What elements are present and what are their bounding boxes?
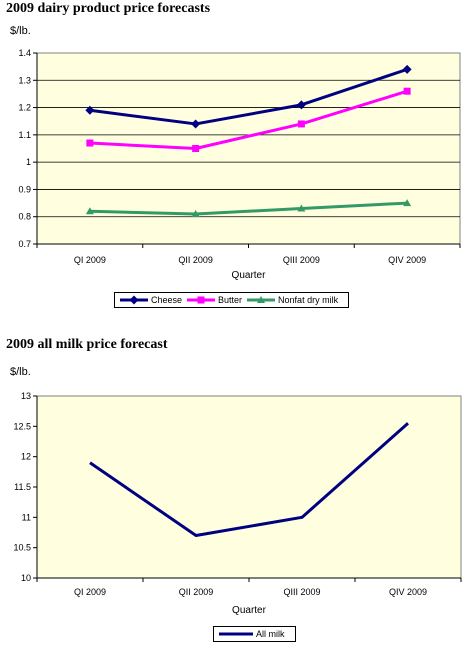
chart-legend: All milk	[213, 626, 296, 642]
nonfat-dry-milk-data-point	[297, 204, 306, 212]
y-tick-label: 0.9	[18, 184, 31, 194]
legend-item-butter: Butter	[186, 295, 242, 305]
x-tick-label: QIV 2009	[389, 587, 427, 597]
butter-data-point	[192, 145, 200, 152]
plot-area	[36, 395, 462, 579]
x-tick-label: QIV 2009	[388, 255, 426, 265]
nonfat-dry-milk-series-line	[89, 201, 408, 216]
legend-label: Cheese	[151, 295, 183, 305]
y-tick-label: 1.1	[18, 130, 31, 140]
cheese-data-point	[85, 105, 95, 115]
y-tick-label: 12	[21, 452, 31, 462]
nonfat-dry-milk-data-point	[191, 209, 200, 217]
legend-swatch	[247, 296, 276, 303]
legend-item-all-milk: All milk	[218, 629, 285, 639]
y-tick-label: 0.7	[18, 239, 31, 249]
legend-swatch	[219, 632, 253, 636]
y-tick-label: 1.4	[18, 48, 31, 58]
x-tick-label: QII 2009	[178, 255, 213, 265]
all-milk-series-line	[89, 422, 409, 538]
y-tick-label: 10.5	[13, 543, 31, 553]
butter-data-point	[297, 120, 305, 128]
butter-data-point	[86, 139, 94, 147]
cheese-data-point	[296, 100, 306, 110]
legend-swatch	[187, 296, 216, 304]
y-tick-label: 1	[26, 157, 31, 167]
y-tick-label: 13	[21, 391, 31, 401]
nonfat-dry-milk-data-point	[85, 207, 94, 215]
y-tick-label: 10	[21, 573, 31, 583]
butter-series-line	[89, 89, 408, 150]
y-tick-label: 12.5	[13, 421, 31, 431]
y-axis-unit: $/lb.	[10, 25, 31, 37]
x-tick-label: QI 2009	[74, 587, 106, 597]
y-tick-label: 1.3	[18, 75, 31, 85]
legend-marker	[197, 296, 205, 304]
x-axis-label: Quarter	[232, 270, 267, 281]
y-tick-label: 1.2	[18, 103, 31, 113]
x-axis-label: Quarter	[232, 605, 267, 616]
nonfat-dry-milk-data-point	[403, 199, 412, 207]
chart-title: 2009 dairy product price forecasts	[6, 1, 211, 16]
cheese-series-line	[89, 67, 408, 126]
y-tick-label: 0.8	[18, 212, 31, 222]
chart-title: 2009 all milk price forecast	[6, 337, 168, 352]
x-tick-label: QII 2009	[179, 587, 214, 597]
legend-swatch	[120, 295, 148, 305]
legend-label: All milk	[256, 629, 285, 639]
dairy-price-chart: 0.7 0.8 0.9 1 1.1 1.2 1.3 1.4 QI 2009 QII 2009 QII…	[18, 48, 461, 281]
x-tick-label: QIII 2009	[283, 255, 320, 265]
y-tick-label: 11	[22, 512, 31, 522]
x-tick-label: QI 2009	[74, 255, 106, 265]
legend-marker	[129, 295, 139, 305]
legend-label: Nonfat dry milk	[278, 295, 339, 305]
chart-legend: Cheese Butter Nonfat dry milk	[114, 292, 350, 308]
butter-data-point	[403, 87, 411, 95]
y-tick-label: 11.5	[14, 482, 31, 492]
cheese-data-point	[191, 119, 201, 129]
y-axis-unit: $/lb.	[10, 366, 31, 378]
legend-marker	[257, 296, 266, 303]
cheese-data-point	[402, 64, 412, 74]
legend-item-cheese: Cheese	[119, 295, 182, 305]
legend-item-nonfat-dry-milk: Nonfat dry milk	[246, 295, 338, 305]
x-tick-label: QIII 2009	[283, 587, 320, 597]
legend-label: Butter	[218, 295, 243, 305]
